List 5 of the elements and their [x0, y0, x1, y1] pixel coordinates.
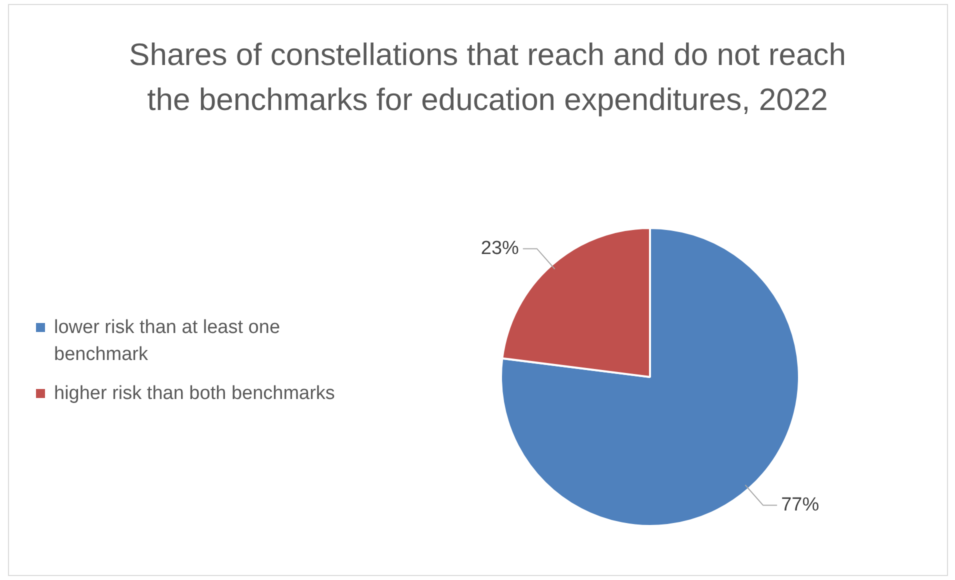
chart-title: Shares of constellations that reach and do not reach the benchmarks for education expenditures, 2022	[128, 36, 847, 119]
legend-label: lower risk than at least one benchmark	[54, 316, 282, 367]
data-label: 23%	[480, 238, 520, 259]
data-label: 77%	[781, 494, 820, 516]
legend-label: higher risk than both benchmarks	[54, 382, 335, 406]
